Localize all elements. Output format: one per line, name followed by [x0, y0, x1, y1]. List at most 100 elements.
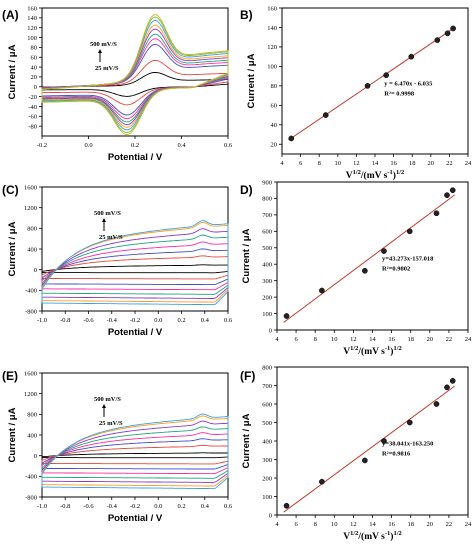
y-tick-label: 700: [262, 383, 272, 390]
annotation-bottom: 25 mV/S: [95, 65, 119, 72]
x-axis-label: Potential / V: [108, 513, 163, 524]
plot-frame: [276, 366, 469, 516]
y-tick-label: 80: [271, 83, 278, 90]
y-tick-label: 60: [31, 55, 38, 62]
y-tick-label: 160: [27, 5, 37, 12]
cv-curve-series: [41, 415, 229, 487]
y-tick-label: 100: [262, 311, 272, 318]
fit-r2: R²= 0.9998: [384, 90, 415, 97]
y-tick-label: 800: [27, 226, 37, 233]
y-tick-label: 100: [27, 35, 37, 42]
x-tick-label: 6: [294, 521, 298, 528]
x-axis-label: Potential / V: [108, 152, 163, 163]
y-tick-label: -800: [25, 308, 37, 315]
annotation-top: 500 mV/S: [94, 210, 121, 217]
annotation-bottom: 25 mV/S: [99, 420, 123, 427]
y-tick-label: 200: [262, 294, 272, 301]
y-tick-label: 20: [271, 142, 278, 149]
y-tick-label: 1200: [24, 391, 37, 398]
x-tick-label: 10: [331, 336, 338, 343]
x-tick-label: 0.4: [201, 317, 210, 324]
y-tick-label: 600: [262, 229, 272, 236]
y-tick-label: -20: [28, 94, 37, 101]
x-tick-label: 22: [446, 160, 453, 167]
y-tick-label: 120: [27, 25, 37, 32]
x-axis-label: V1/2/(mV s-1)1/2: [343, 345, 402, 357]
x-tick-label: 16: [388, 336, 395, 343]
x-tick-label: 24: [465, 521, 472, 528]
x-axis-label: V1/2/(mV s-1)1/2: [346, 169, 405, 181]
annotation-bottom: 25 mV/S: [99, 234, 123, 241]
panel-label: D): [240, 183, 253, 197]
x-tick-label: 4: [275, 336, 279, 343]
x-tick-label: 6: [299, 160, 303, 167]
arrow-head: [98, 49, 102, 53]
cv-curve-series: [41, 14, 229, 136]
cv-curve-series: [41, 220, 229, 306]
data-point: [408, 53, 415, 60]
panel-d: 4 6 8 10 12 14 16 18 20 22 24 0 100 200 300 400 500 600 70…: [240, 179, 472, 357]
x-tick-label: -0.2: [130, 317, 140, 324]
x-tick-label: 0.4: [177, 142, 186, 149]
y-axis-label: Current / μA: [7, 221, 18, 276]
y-tick-label: -400: [25, 474, 37, 481]
data-point: [381, 248, 387, 254]
y-tick-label: 0: [34, 453, 37, 460]
x-tick-label: 18: [407, 336, 414, 343]
panel-a: -0.2 0.0 0.2 0.4 0.6 -80 -60 -40 -20 0 20 40 60 80 100…: [2, 5, 233, 163]
panel-c: -1.0 -0.8 -0.6 -0.4 -0.2 0.0 0.2 0.4 0.6 -800 -400…: [2, 183, 233, 338]
panel-label: B): [240, 8, 253, 22]
x-tick-label: 0.2: [131, 142, 139, 149]
panel-b: 4 6 8 10 12 14 16 18 20 22 24 20 40 60 80 100 120 140 160 B…: [240, 5, 472, 181]
x-tick-label: 14: [369, 336, 376, 343]
x-tick-label: 10: [335, 160, 342, 167]
fit-r2: R²=0.9816: [382, 450, 411, 457]
data-point: [362, 457, 368, 464]
data-point: [362, 267, 368, 274]
data-point: [449, 187, 456, 194]
x-tick-label: -0.8: [60, 503, 70, 510]
x-tick-label: 8: [314, 521, 317, 528]
data-point: [283, 502, 290, 509]
fit-r2: R²=0.9802: [382, 265, 410, 272]
data-point: [433, 210, 440, 217]
x-tick-label: 14: [372, 160, 379, 167]
cv-curve-series: [41, 33, 229, 123]
x-tick-label: 16: [390, 160, 397, 167]
y-tick-label: 900: [262, 179, 272, 186]
x-tick-label: -0.4: [107, 317, 118, 324]
x-axis-label: V1/2/(mV s-1)1/2: [343, 530, 402, 542]
data-point: [406, 419, 413, 426]
data-point: [283, 313, 290, 319]
fit-equation: y=43.273x-157.018: [382, 255, 434, 262]
y-tick-label: 120: [267, 44, 277, 51]
y-tick-label: 0: [34, 84, 37, 91]
fit-line: [288, 26, 456, 141]
cv-curve-series: [41, 59, 229, 106]
y-tick-label: 800: [27, 412, 37, 419]
x-tick-label: 22: [446, 336, 453, 343]
y-tick-label: 500: [262, 420, 272, 427]
y-tick-label: 140: [27, 15, 37, 22]
x-tick-label: 0.6: [224, 317, 233, 324]
x-tick-label: 6: [294, 336, 298, 343]
x-tick-label: 12: [350, 521, 357, 528]
panel-label: (C): [2, 183, 19, 197]
cv-curve-series: [41, 24, 229, 128]
arrow-head: [102, 404, 106, 408]
data-point: [434, 37, 441, 43]
panel-f: 4 6 8 10 12 14 16 18 20 22 24 0 100 200 300 400 500 600 70…: [240, 364, 472, 542]
y-tick-label: 0: [34, 267, 37, 274]
y-tick-label: 400: [27, 246, 37, 253]
x-tick-label: 0.6: [224, 142, 233, 149]
x-tick-label: 12: [353, 160, 360, 167]
panel-e: -1.0 -0.8 -0.6 -0.4 -0.2 0.0 0.2 0.4 0.6 -800 -400…: [2, 369, 233, 524]
y-tick-label: 40: [31, 64, 38, 71]
x-tick-label: 24: [465, 336, 472, 343]
cv-curve-series: [41, 228, 229, 299]
data-point: [444, 384, 450, 391]
y-tick-label: 60: [271, 103, 278, 110]
cv-curve-series: [41, 72, 229, 97]
panel-label: (F): [240, 369, 255, 383]
y-tick-label: 140: [267, 25, 277, 32]
